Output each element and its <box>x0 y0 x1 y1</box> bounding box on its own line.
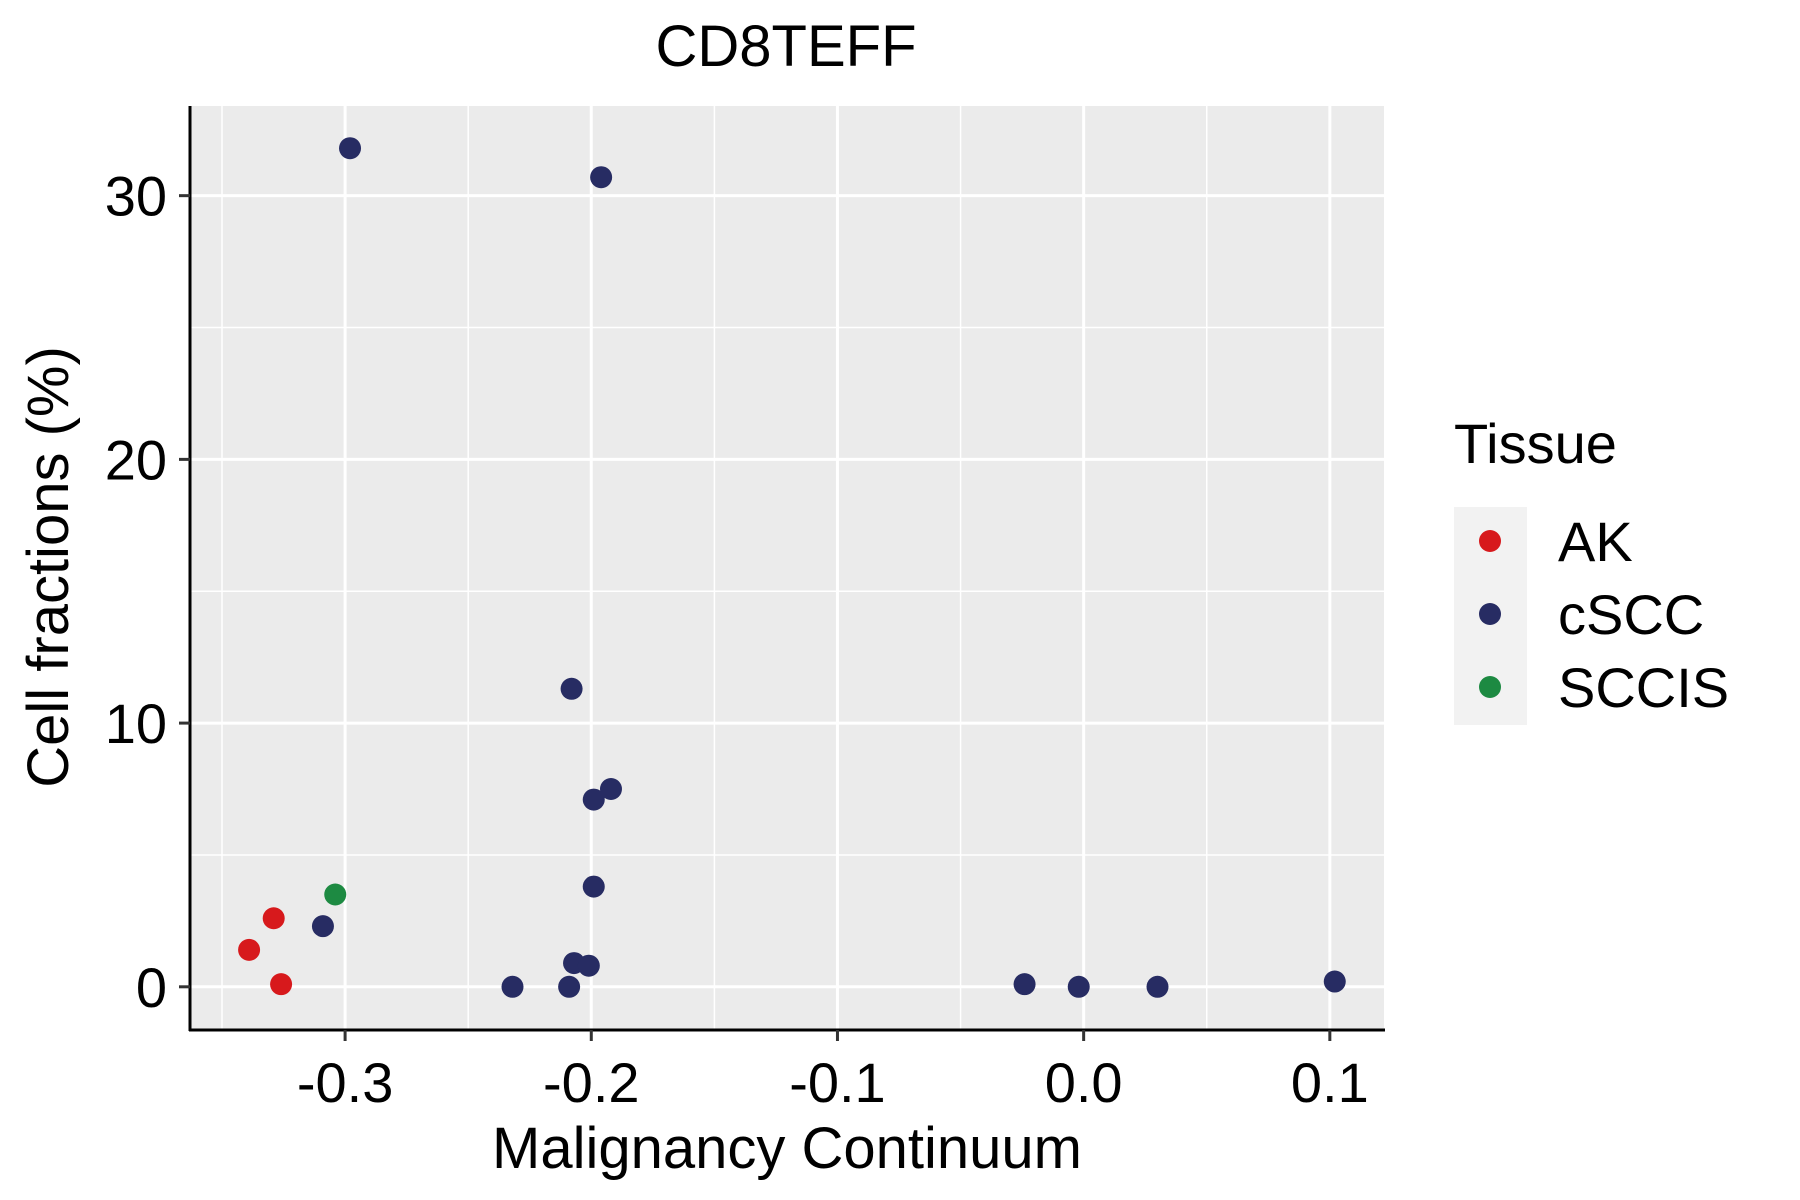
data-point-ak <box>270 973 293 996</box>
y-axis-title: Cell fractions (%) <box>16 346 81 788</box>
legend-key-cscc <box>1479 603 1501 625</box>
y-tick-label: 0 <box>136 956 167 1019</box>
y-tick-label: 10 <box>105 692 167 755</box>
data-point-cscc <box>558 975 581 998</box>
data-point-cscc <box>339 137 362 160</box>
data-point-cscc <box>1323 970 1346 993</box>
data-points <box>238 137 1346 998</box>
data-point-cscc <box>599 778 622 801</box>
data-point-cscc <box>577 954 600 977</box>
legend-label-cscc: cSCC <box>1558 583 1704 646</box>
data-point-cscc <box>560 677 583 700</box>
x-tick-label: -0.1 <box>789 1051 886 1114</box>
x-tick-label: 0.1 <box>1291 1051 1369 1114</box>
data-point-cscc <box>311 915 334 938</box>
data-point-sccis <box>324 883 347 906</box>
x-axis-title: Malignancy Continuum <box>492 1116 1082 1181</box>
x-tick-label: -0.3 <box>297 1051 394 1114</box>
data-point-cscc <box>582 875 605 898</box>
data-point-cscc <box>582 788 605 811</box>
legend-label-sccis: SCCIS <box>1558 656 1729 719</box>
data-point-cscc <box>1013 973 1036 996</box>
y-tick-label: 20 <box>105 428 167 491</box>
x-tick-label: 0.0 <box>1045 1051 1123 1114</box>
legend: Tissue AK cSCC SCCIS <box>1454 412 1729 725</box>
data-point-cscc <box>1067 975 1090 998</box>
legend-key-ak <box>1479 530 1501 552</box>
data-point-cscc <box>590 166 613 189</box>
data-point-ak <box>262 907 285 930</box>
x-tick-label: -0.2 <box>543 1051 640 1114</box>
data-point-cscc <box>501 975 524 998</box>
x-axis-ticks: -0.3 -0.2 -0.1 0.0 0.1 <box>297 1030 1369 1114</box>
minor-grid <box>190 106 1384 1029</box>
chart-title: CD8TEFF <box>656 14 917 79</box>
legend-title: Tissue <box>1454 412 1617 475</box>
plot-panel <box>190 106 1384 1029</box>
legend-label-ak: AK <box>1558 510 1633 573</box>
legend-key-sccis <box>1479 676 1501 698</box>
data-point-cscc <box>1146 975 1169 998</box>
data-point-ak <box>238 938 261 961</box>
y-axis-ticks: 0 10 20 30 <box>105 165 190 1019</box>
y-tick-label: 30 <box>105 165 167 228</box>
major-grid <box>190 106 1384 1029</box>
